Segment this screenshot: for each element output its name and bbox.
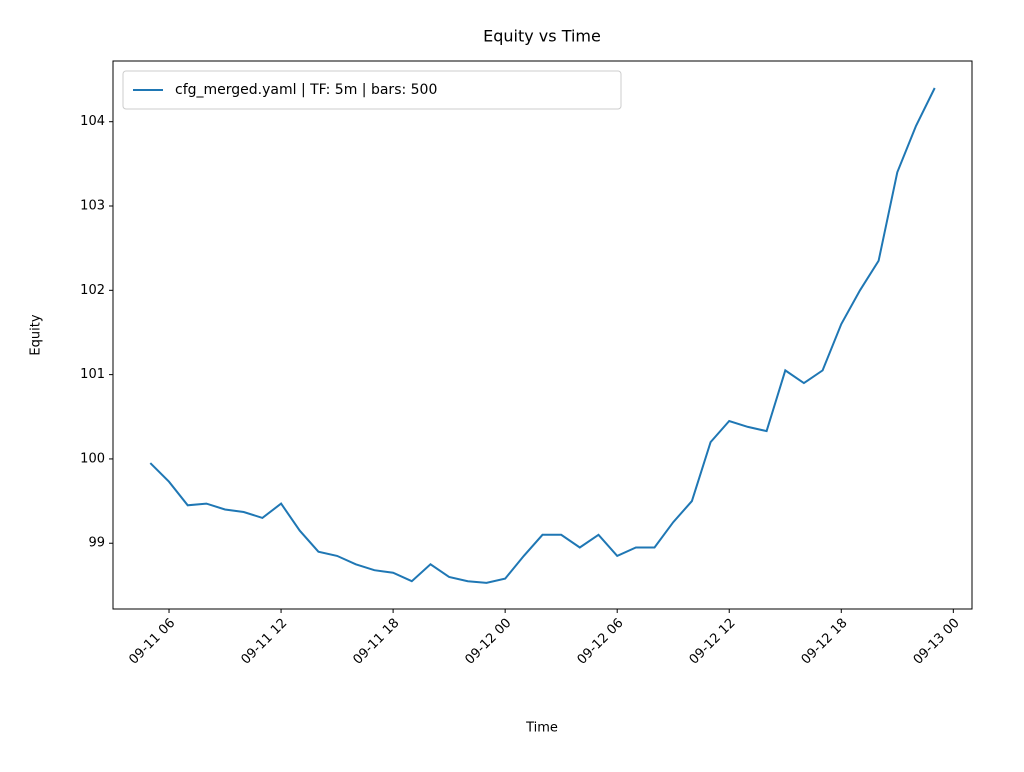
axes-frame [112, 60, 973, 610]
y-tick-label: 103 [80, 199, 105, 214]
x-tick-label: 09-12 06 [575, 616, 627, 668]
x-tick-label: 09-12 18 [799, 616, 851, 668]
y-tick-label: 99 [88, 536, 105, 551]
y-axis-label: Equity [29, 314, 44, 355]
x-tick-label: 09-12 00 [463, 616, 515, 668]
data-line [149, 87, 936, 584]
legend-label: cfg_merged.yaml | TF: 5m | bars: 500 [175, 82, 437, 98]
chart-title: Equity vs Time [483, 27, 601, 46]
x-tick-label: 09-11 18 [350, 616, 402, 668]
x-tick-label: 09-12 12 [687, 616, 739, 668]
legend-box [122, 70, 622, 110]
x-axis-label: Time [525, 721, 558, 736]
y-tick-label: 102 [80, 283, 105, 298]
x-tick-label: 09-11 12 [238, 616, 290, 668]
y-tick-label: 100 [80, 451, 105, 466]
x-tick-label: 09-11 06 [126, 616, 178, 668]
y-tick-label: 101 [80, 367, 105, 382]
y-tick-label: 104 [80, 114, 105, 129]
x-tick-label: 09-13 00 [911, 616, 963, 668]
